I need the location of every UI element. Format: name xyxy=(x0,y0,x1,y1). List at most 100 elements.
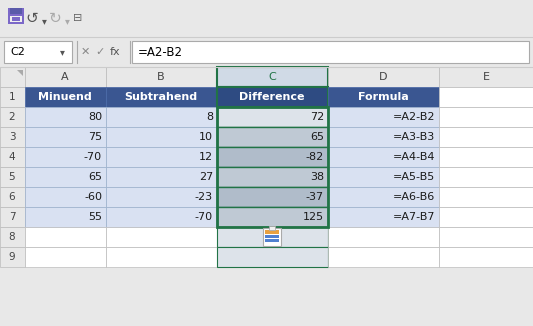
Text: 7: 7 xyxy=(9,212,15,222)
Bar xyxy=(10,8,22,14)
Bar xyxy=(8,8,24,24)
Text: -82: -82 xyxy=(306,152,324,162)
Text: 8: 8 xyxy=(9,232,15,242)
Text: D: D xyxy=(379,72,387,82)
Bar xyxy=(217,207,328,227)
Bar xyxy=(439,207,533,227)
Text: =A4-B4: =A4-B4 xyxy=(392,152,435,162)
Bar xyxy=(25,167,106,187)
Bar xyxy=(217,107,328,227)
Text: 27: 27 xyxy=(199,172,213,182)
Bar xyxy=(12,17,20,21)
Text: 5: 5 xyxy=(9,172,15,182)
Text: A: A xyxy=(61,72,69,82)
Bar xyxy=(439,107,533,127)
Bar xyxy=(439,127,533,147)
Bar xyxy=(25,147,106,167)
Bar xyxy=(439,167,533,187)
Bar xyxy=(263,228,281,246)
Bar xyxy=(106,67,217,87)
Bar xyxy=(217,167,328,187)
Bar xyxy=(328,107,439,127)
Bar xyxy=(328,187,439,207)
Text: 55: 55 xyxy=(88,212,102,222)
Text: ▾: ▾ xyxy=(60,47,64,57)
Bar xyxy=(328,87,439,107)
Bar xyxy=(328,227,439,247)
Text: 38: 38 xyxy=(310,172,324,182)
Text: =A7-B7: =A7-B7 xyxy=(392,212,435,222)
Text: 75: 75 xyxy=(88,132,102,142)
Bar xyxy=(328,247,439,267)
Text: 9: 9 xyxy=(9,252,15,262)
Text: 6: 6 xyxy=(9,192,15,202)
Bar xyxy=(25,87,106,107)
Bar xyxy=(0,37,533,67)
Polygon shape xyxy=(17,70,23,76)
Text: 80: 80 xyxy=(88,112,102,122)
Text: =A2-B2: =A2-B2 xyxy=(392,112,435,122)
Text: Minuend: Minuend xyxy=(38,92,92,102)
Bar xyxy=(439,147,533,167)
Text: B: B xyxy=(157,72,165,82)
Bar xyxy=(328,167,439,187)
Bar xyxy=(217,227,328,247)
Text: C2: C2 xyxy=(10,47,25,57)
Bar xyxy=(25,227,106,247)
Bar xyxy=(0,247,25,267)
Bar xyxy=(265,235,279,238)
Bar xyxy=(217,187,328,207)
Text: 8: 8 xyxy=(206,112,213,122)
Bar xyxy=(106,247,217,267)
Bar xyxy=(106,227,217,247)
Text: E: E xyxy=(482,72,489,82)
Bar xyxy=(217,107,328,127)
Text: Difference: Difference xyxy=(239,92,305,102)
Text: =A5-B5: =A5-B5 xyxy=(393,172,435,182)
Bar xyxy=(439,227,533,247)
Bar xyxy=(0,207,25,227)
Text: 1: 1 xyxy=(9,92,15,102)
Bar xyxy=(265,230,279,234)
Bar xyxy=(25,67,106,87)
Text: 4: 4 xyxy=(9,152,15,162)
Bar xyxy=(0,147,25,167)
Bar xyxy=(439,67,533,87)
Bar xyxy=(439,247,533,267)
Bar xyxy=(106,87,217,107)
Text: -70: -70 xyxy=(195,212,213,222)
Bar xyxy=(106,147,217,167)
Bar xyxy=(217,127,328,147)
Bar xyxy=(439,87,533,107)
Bar xyxy=(269,226,275,230)
Text: 10: 10 xyxy=(199,132,213,142)
Bar xyxy=(0,187,25,207)
Bar xyxy=(265,239,279,242)
Text: =A6-B6: =A6-B6 xyxy=(393,192,435,202)
Text: 125: 125 xyxy=(303,212,324,222)
Bar xyxy=(4,41,72,63)
Bar xyxy=(328,207,439,227)
Bar xyxy=(328,67,439,87)
Bar xyxy=(0,167,25,187)
Bar xyxy=(25,207,106,227)
Bar xyxy=(10,16,22,22)
Bar xyxy=(0,0,533,37)
Bar xyxy=(328,147,439,167)
Bar xyxy=(25,127,106,147)
Bar xyxy=(25,187,106,207)
Bar xyxy=(106,207,217,227)
Text: ✕: ✕ xyxy=(80,47,90,57)
Bar xyxy=(106,107,217,127)
Bar xyxy=(25,107,106,127)
Bar xyxy=(439,187,533,207)
Text: 3: 3 xyxy=(9,132,15,142)
Bar xyxy=(217,147,328,167)
Bar xyxy=(25,247,106,267)
Bar xyxy=(132,41,529,63)
Text: ↺: ↺ xyxy=(26,10,38,25)
Text: C: C xyxy=(268,72,276,82)
Text: 65: 65 xyxy=(310,132,324,142)
Bar xyxy=(217,67,328,87)
Text: 72: 72 xyxy=(310,112,324,122)
